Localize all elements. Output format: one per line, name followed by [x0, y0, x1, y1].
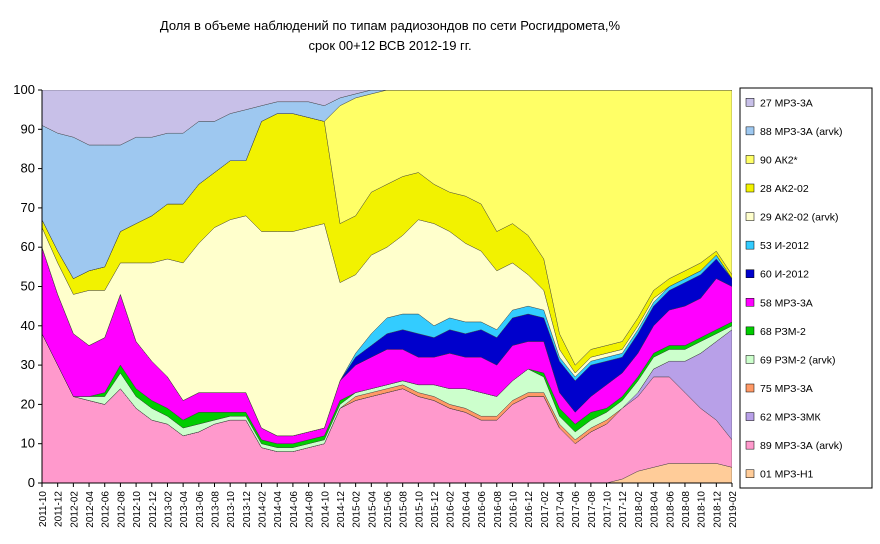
legend-label: 89 МРЗ-3А (arvk) [760, 440, 843, 452]
x-tick-label: 2014-10 [320, 491, 331, 528]
x-tick-label: 2012-06 [101, 491, 112, 528]
x-tick-label: 2013-02 [163, 491, 174, 528]
x-tick-label: 2015-10 [414, 491, 425, 528]
x-tick-label: 2015-08 [399, 491, 410, 528]
legend-swatch [745, 155, 755, 164]
x-tick-label: 2011-10 [38, 491, 49, 527]
legend-label: 27 МРЗ-3А [760, 97, 813, 109]
x-tick-label: 2012-04 [85, 491, 96, 528]
chart-title: Доля в объеме наблюдений по типам радиоз… [160, 18, 621, 33]
legend-swatch [745, 326, 755, 336]
x-tick-label: 2018-02 [634, 491, 645, 528]
y-tick-label: 100 [13, 82, 35, 97]
y-tick-label: 40 [21, 318, 35, 333]
x-tick-label: 2013-12 [242, 491, 253, 528]
x-tick-label: 2018-08 [681, 491, 692, 528]
x-tick-label: 2013-10 [226, 491, 237, 528]
legend-label: 01 МРЗ-Н1 [760, 469, 814, 481]
legend-label: 60 И-2012 [760, 269, 809, 281]
x-tick-label: 2014-02 [258, 491, 269, 528]
x-tick-label: 2015-04 [367, 491, 378, 528]
x-tick-label: 2016-08 [493, 491, 504, 528]
x-tick-label: 2011-12 [54, 491, 65, 527]
x-tick-label: 2015-06 [383, 491, 394, 528]
x-tick-label: 2017-06 [571, 491, 582, 528]
legend-label: 75 МРЗ-3А [760, 383, 813, 395]
x-tick-label: 2018-12 [712, 491, 723, 528]
x-tick-label: 2018-10 [697, 491, 708, 528]
legend-swatch [745, 212, 755, 221]
x-tick-label: 2017-12 [618, 491, 629, 528]
x-tick-label: 2013-06 [195, 491, 206, 528]
x-tick-label: 2012-08 [116, 491, 127, 528]
legend-swatch [745, 298, 755, 307]
legend-swatch [745, 383, 755, 393]
y-tick-label: 30 [21, 357, 35, 372]
legend-box [739, 87, 873, 489]
x-tick-label: 2016-12 [524, 491, 535, 528]
x-tick-label: 2019-02 [728, 491, 739, 528]
y-tick-label: 80 [21, 161, 35, 176]
x-tick-label: 2015-02 [352, 491, 363, 528]
x-tick-label: 2013-04 [179, 491, 190, 528]
legend-label: 68 РЗМ-2 [760, 326, 806, 338]
legend-swatch [745, 269, 755, 278]
legend-label: 28 АК2-02 [760, 183, 809, 195]
area [42, 90, 732, 146]
legend-label: 58 МРЗ-3А [760, 297, 813, 309]
legend-label: 90 АК2* [760, 154, 798, 166]
x-tick-label: 2013-08 [211, 491, 222, 528]
legend-label: 62 МРЗ-3МК [760, 412, 822, 424]
area [42, 463, 732, 483]
legend-swatch [745, 412, 755, 421]
legend-swatch [745, 98, 755, 107]
x-tick-label: 2016-04 [461, 491, 472, 528]
x-tick-label: 2018-04 [650, 491, 661, 528]
x-tick-label: 2017-08 [587, 491, 598, 528]
x-tick-label: 2017-04 [556, 491, 567, 528]
plot-areas [42, 90, 732, 483]
x-tick-label: 2015-12 [430, 491, 441, 528]
x-tick-label: 2014-04 [273, 491, 284, 528]
legend-label: 53 И-2012 [760, 240, 809, 252]
x-tick-label: 2016-10 [508, 491, 519, 528]
legend-label: 29 АК2-02 (arvk) [760, 212, 838, 224]
x-tick-label: 2016-02 [446, 491, 457, 528]
legend-swatch [745, 469, 755, 478]
y-tick-label: 20 [21, 396, 35, 411]
x-tick-label: 2014-08 [305, 491, 316, 528]
y-tick-label: 10 [21, 436, 35, 451]
chart-subtitle: срок 00+12 ВСВ 2012-19 гг. [308, 38, 471, 53]
legend-swatch [745, 126, 755, 136]
x-tick-label: 2017-02 [540, 491, 551, 528]
x-tick-label: 2018-06 [665, 491, 676, 528]
y-tick-label: 50 [21, 279, 35, 294]
legend-label: 88 МРЗ-3А (arvk) [760, 126, 843, 138]
x-tick-label: 2012-02 [69, 491, 80, 528]
x-tick-label: 2012-12 [148, 491, 159, 528]
y-tick-label: 60 [21, 239, 35, 254]
legend-swatch [745, 440, 755, 450]
y-tick-label: 70 [21, 200, 35, 215]
x-tick-label: 2014-06 [289, 491, 300, 528]
legend-label: 69 РЗМ-2 (arvk) [760, 354, 836, 366]
x-tick-label: 2017-10 [603, 491, 614, 528]
legend-swatch [745, 240, 755, 250]
x-tick-label: 2012-10 [132, 491, 143, 528]
legend-swatch [745, 355, 755, 364]
y-tick-label: 0 [28, 475, 35, 490]
y-tick-label: 90 [21, 121, 35, 136]
legend-swatch [745, 183, 755, 193]
x-tick-label: 2014-12 [336, 491, 347, 528]
x-tick-label: 2016-06 [477, 491, 488, 528]
